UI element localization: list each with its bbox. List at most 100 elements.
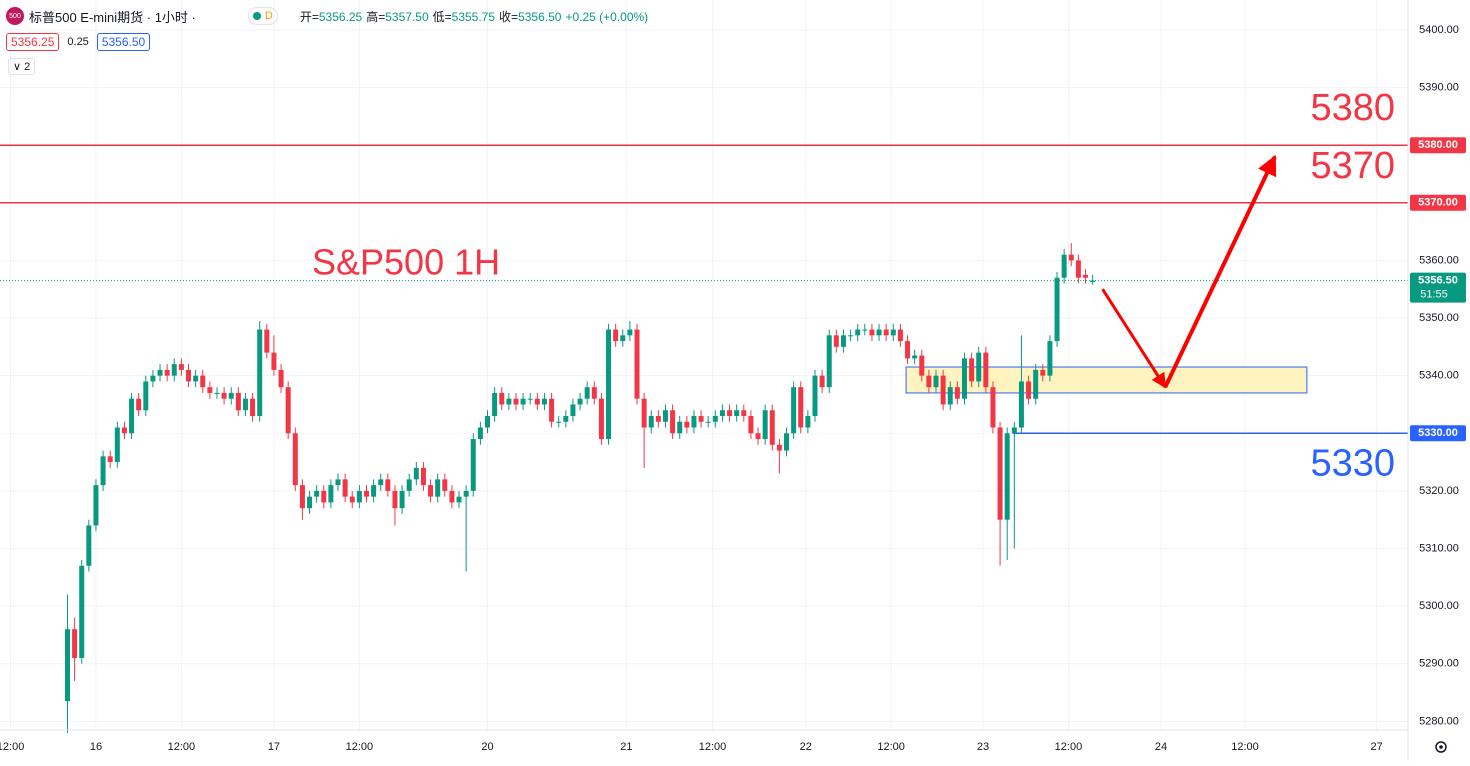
ask-button[interactable]: 5356.50: [96, 33, 151, 51]
candle-body: [200, 375, 206, 388]
symbol-logo: 500: [6, 7, 24, 25]
countdown: 51:55: [1420, 288, 1448, 300]
ohlc-value: 5356.50: [518, 9, 562, 24]
y-tick-label: 5350.00: [1419, 312, 1459, 324]
candle-body: [698, 415, 704, 422]
candle-body: [662, 410, 668, 422]
plot: [0, 144, 1408, 733]
candle-body: [242, 398, 248, 411]
y-tick-label: 5280.00: [1419, 715, 1459, 727]
candle-body: [186, 369, 192, 382]
candle-body: [506, 398, 512, 405]
x-tick-label: 12:00: [699, 741, 727, 753]
level-badge: [1410, 425, 1466, 442]
candle-body: [1033, 369, 1039, 399]
y-tick-label: 5300.00: [1419, 600, 1459, 612]
candle-body: [406, 479, 412, 491]
arrow-segment: [1163, 154, 1277, 389]
symbol-title[interactable]: 标普500 E-mini期货 · 1小时 ·: [29, 9, 196, 25]
candle-body: [606, 329, 612, 440]
candle-body: [762, 410, 768, 440]
candle-body: [947, 387, 953, 405]
candle-body: [485, 415, 491, 428]
candle-body: [556, 421, 562, 423]
x-tick-label: 16: [90, 741, 102, 753]
candle-body: [926, 375, 932, 388]
x-tick-label: 12:00: [877, 741, 905, 753]
candle-body: [691, 415, 697, 428]
candle-body: [463, 490, 469, 497]
candle-body: [413, 467, 419, 480]
arrow-segment: [1101, 288, 1167, 389]
candle-body: [584, 387, 590, 399]
candle-body: [257, 329, 263, 416]
candle-body: [228, 392, 234, 399]
candle-body: [371, 485, 377, 497]
level-badge-label: 5380.00: [1418, 139, 1458, 151]
candle-body: [563, 415, 569, 422]
ohlc-label: 高=: [366, 9, 386, 24]
candle-body: [1040, 369, 1046, 376]
x-tick-label: 21: [620, 741, 632, 753]
annotation: S&P500 1H: [312, 242, 500, 283]
indicators-count: 2: [24, 60, 31, 73]
candle-body: [157, 369, 163, 376]
y-tick-label: 5310.00: [1419, 542, 1459, 554]
candle-body: [385, 479, 391, 491]
spread: 0.25: [67, 36, 89, 48]
candle-body: [655, 415, 661, 422]
candle-body: [470, 439, 476, 491]
level-badge-label: 5330.00: [1418, 427, 1458, 439]
candle-body: [1054, 277, 1060, 342]
settings-icon[interactable]: [1435, 741, 1447, 753]
candle-body: [776, 444, 782, 451]
candle-body: [449, 490, 455, 503]
candle-body: [342, 479, 348, 497]
candle-body: [883, 329, 889, 336]
candle-body: [1083, 274, 1089, 278]
candle-body: [862, 329, 868, 331]
candle-body: [620, 335, 626, 342]
candle-body: [335, 479, 341, 486]
y-tick-label: 5340.00: [1419, 370, 1459, 382]
candle-body: [136, 398, 142, 411]
status-badge[interactable]: D: [247, 7, 278, 25]
candle-body: [435, 479, 441, 497]
candle-body: [150, 375, 156, 382]
candle-body: [527, 398, 533, 400]
candle-body: [705, 421, 711, 423]
candle-body: [520, 398, 526, 405]
candle-body: [969, 358, 975, 382]
ohlc-value: 5355.75: [451, 9, 496, 24]
candle-body: [129, 398, 135, 434]
x-tick-label: 23: [977, 741, 989, 753]
y-tick-label: 5290.00: [1419, 658, 1459, 670]
candle-body: [577, 398, 583, 405]
x-tick-label: 20: [481, 741, 493, 753]
candle-body: [734, 410, 740, 416]
last-price-badge: [1410, 272, 1466, 303]
candle-body: [591, 387, 597, 399]
candle-body: [755, 433, 761, 440]
candle-body: [905, 341, 911, 359]
candle-body: [919, 355, 925, 376]
candle-body: [307, 496, 313, 509]
level-badge-label: 5370.00: [1418, 197, 1458, 209]
candle-body: [114, 427, 120, 463]
indicators-toggle[interactable]: ∨ 2: [8, 57, 36, 75]
candle-body: [784, 433, 790, 451]
candle-body: [933, 375, 939, 388]
candle-body: [513, 398, 519, 405]
candle-body: [1090, 280, 1096, 283]
candle-body: [363, 490, 369, 497]
candle-body: [961, 358, 967, 399]
x-tick-label: 17: [268, 741, 280, 753]
candle-body: [1075, 260, 1081, 278]
candle-body: [499, 392, 505, 405]
candle-body: [356, 490, 362, 503]
candle-body: [1068, 254, 1074, 261]
candle-body: [954, 387, 960, 399]
bid-button[interactable]: 5356.25: [6, 33, 60, 51]
candle-body: [1018, 381, 1024, 428]
